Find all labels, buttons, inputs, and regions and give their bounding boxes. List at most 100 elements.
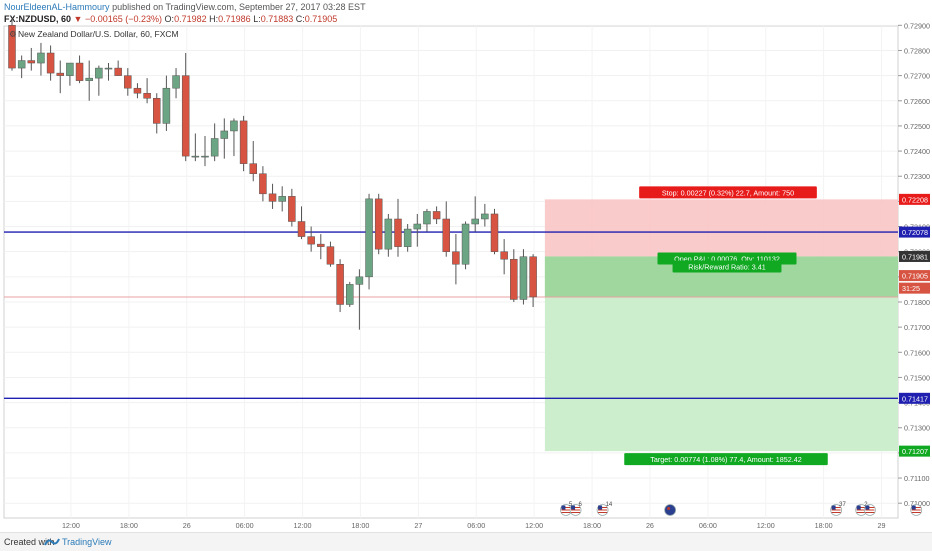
candle-body: [66, 62, 74, 76]
us-flag-event-icon[interactable]: 14: [596, 502, 613, 516]
candle-body: [249, 163, 257, 174]
candle-body: [230, 120, 238, 132]
rr-label-bg: [672, 260, 782, 273]
candle-body: [374, 198, 383, 250]
axis-price-tag: [899, 250, 930, 262]
flag-canton: [856, 505, 861, 510]
event-count: 6: [579, 502, 583, 508]
x-tick-label: 06:00: [467, 521, 485, 530]
candle-body: [37, 52, 45, 64]
us-flag-event-icon[interactable]: 37: [830, 502, 847, 516]
target-label: Target: 0.00774 (1.08%) 77.4, Amount: 18…: [624, 453, 828, 466]
close-label: C:: [295, 14, 305, 24]
economic-events[interactable]: 5 6 14 37 2: [560, 502, 932, 516]
candle-body: [346, 284, 354, 305]
x-tick-label: 06:00: [699, 521, 717, 530]
x-tick-label: 26: [183, 521, 191, 530]
price-axis[interactable]: 0.72900 0.72800 0.72700 0.72600 0.72500 0.724…: [898, 21, 930, 508]
publish-info: published on TradingView.com, September …: [112, 2, 366, 12]
candle-body: [432, 211, 441, 220]
time-axis[interactable]: 12:00 18:00 26 06:00 12:00 18:00 27 06:00 12:00 1…: [62, 521, 886, 530]
us-flag-event-icon[interactable]: 6: [569, 502, 583, 516]
candle-body: [191, 155, 200, 158]
candles: [8, 17, 537, 330]
position-zones[interactable]: [544, 199, 898, 452]
candle-body: [490, 213, 499, 252]
y-tick-label: 0.72500: [904, 122, 930, 131]
high-label: H:: [209, 14, 219, 24]
horizontal-lines[interactable]: [4, 231, 898, 400]
x-tick-label: 12:00: [294, 521, 312, 530]
y-tick-label: 0.71600: [904, 348, 930, 357]
event-count: 14: [606, 502, 613, 508]
target-label-text: Target: 0.00774 (1.08%) 77.4, Amount: 18…: [650, 455, 801, 464]
candle-body: [529, 256, 537, 298]
pnl-label-text: Open P&L: 0.00076, Qty: 110132: [674, 254, 780, 263]
candle-body: [239, 120, 248, 164]
chart-title-group: ⚙ New Zealand Dollar/U.S. Dollar, 60, FX…: [9, 29, 179, 39]
target-label-bg: [624, 453, 828, 466]
us-flag-event-icon[interactable]: [863, 504, 876, 516]
created-with-label: Created with: [4, 537, 55, 547]
chart-title: New Zealand Dollar/U.S. Dollar, 60, FXCM: [18, 29, 179, 39]
settings-icon[interactable]: ⚙: [9, 29, 17, 39]
x-tick-label: 12:00: [525, 521, 543, 530]
candle-body: [423, 211, 431, 225]
candle-body: [510, 258, 518, 300]
event-count: 2: [864, 502, 868, 508]
candle-body: [394, 218, 402, 247]
us-flag-event-icon[interactable]: 2: [855, 502, 869, 516]
candle-body: [317, 243, 325, 247]
candle-body: [210, 138, 219, 157]
flag-canton: [831, 505, 836, 510]
candle-body: [297, 221, 306, 237]
x-tick-label: 27: [414, 521, 422, 530]
candle-body: [75, 62, 84, 81]
candle-body: [500, 251, 508, 260]
author-link[interactable]: NourEldeenAL-Hammoury: [4, 2, 110, 12]
candle-body: [442, 218, 450, 252]
candle-body: [95, 67, 103, 79]
high-value: 0.71986: [218, 14, 251, 24]
candle-body: [288, 196, 296, 222]
flag-canton: [598, 505, 603, 510]
axis-price-text: 0.71417: [902, 394, 928, 403]
x-tick-label: 18:00: [815, 521, 833, 530]
y-tick-label: 0.71100: [904, 474, 929, 483]
x-tick-label: 06:00: [236, 521, 254, 530]
stop-zone[interactable]: [544, 199, 898, 257]
x-tick-label: 12:00: [757, 521, 775, 530]
flag-canton: [561, 505, 566, 510]
open-value: 0.71982: [174, 14, 207, 24]
y-tick-label: 0.71700: [904, 323, 930, 332]
axis-price-tag: [899, 392, 930, 404]
x-tick-label: 26: [646, 521, 654, 530]
axis-price-text: 0.72208: [902, 195, 928, 204]
tradingview-logo-icon: [44, 538, 60, 546]
candle-body: [181, 75, 190, 157]
axis-price-tag: [899, 193, 930, 205]
publish-line: NourEldeenAL-Hammoury published on Tradi…: [4, 1, 366, 13]
axis-price-tag: [899, 445, 930, 457]
stop-label-bg: [639, 186, 817, 199]
candle-body: [56, 72, 64, 76]
candle-body: [384, 218, 393, 250]
flag-canton: [911, 505, 916, 510]
price-chart[interactable]: Stop: 0.00227 (0.32%) 22.7, Amount: 750 T…: [0, 0, 932, 532]
symbol-label[interactable]: FX:NZDUSD, 60: [4, 14, 72, 24]
position-labels: Stop: 0.00227 (0.32%) 22.7, Amount: 750 T…: [624, 186, 828, 466]
tradingview-link[interactable]: TradingView: [62, 537, 112, 547]
candle-body: [471, 218, 479, 225]
au-flag-event-icon[interactable]: [664, 504, 677, 516]
candle-body: [8, 25, 16, 69]
candle-body: [162, 87, 171, 124]
rr-label-text: Risk/Reward Ratio: 3.41: [688, 262, 766, 271]
axis-price-tag: [899, 270, 930, 282]
us-flag-event-icon[interactable]: [910, 504, 923, 516]
event-count: 5: [569, 502, 573, 508]
candle-body: [153, 98, 161, 124]
candle-body: [519, 256, 528, 300]
x-tick-label: 18:00: [120, 521, 138, 530]
footer: Created with TradingView: [0, 532, 932, 551]
candle-body: [114, 67, 122, 76]
